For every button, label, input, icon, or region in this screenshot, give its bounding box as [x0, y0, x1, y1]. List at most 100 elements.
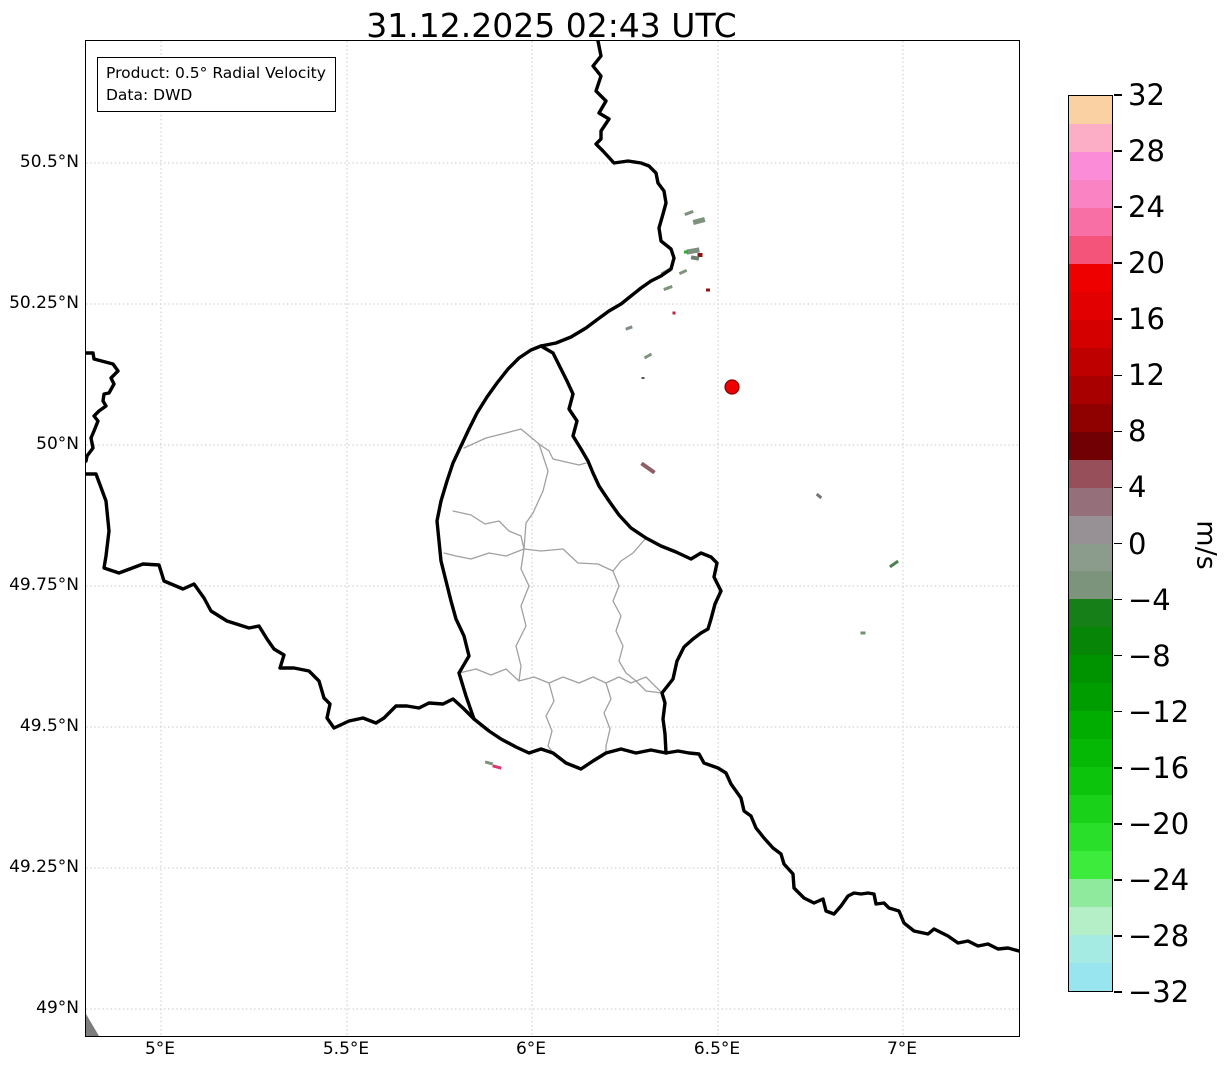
plot-title: 31.12.2025 02:43 UTC	[366, 6, 737, 45]
colorbar-tick-mark	[1114, 318, 1122, 321]
radar-echo	[697, 253, 703, 257]
colorbar-segment	[1069, 711, 1112, 740]
colorbar-segment	[1069, 599, 1112, 628]
colorbar-tick-mark	[1114, 94, 1122, 96]
x-tick-label: 6.5°E	[693, 1039, 741, 1059]
colorbar-segment	[1069, 851, 1112, 880]
colorbar-tick-mark	[1114, 374, 1122, 377]
colorbar-tick-label: −8	[1128, 638, 1171, 673]
colorbar-tick-mark	[1114, 654, 1122, 657]
y-tick-label: 50.5°N	[19, 152, 79, 172]
x-tick-label: 5.5°E	[322, 1039, 370, 1059]
y-tick-label: 49.75°N	[9, 575, 79, 595]
colorbar-segment	[1069, 879, 1112, 908]
colorbar-tick-label: −32	[1128, 975, 1190, 1009]
colorbar-segment	[1069, 431, 1112, 460]
colorbar-segment	[1069, 403, 1112, 432]
colorbar-segment	[1069, 319, 1112, 348]
colorbar-segment	[1069, 123, 1112, 152]
radar-echo	[690, 255, 700, 261]
radar-echo	[815, 492, 823, 500]
colorbar-segment	[1069, 487, 1112, 516]
country-border	[435, 344, 723, 771]
colorbar-tick-mark	[1114, 823, 1122, 825]
district-border	[545, 682, 555, 754]
colorbar-unit-label: m/s	[1190, 520, 1222, 570]
colorbar-tick-label: −16	[1128, 750, 1190, 785]
district-border	[523, 443, 549, 550]
y-tick-label: 49.25°N	[9, 857, 79, 877]
colorbar-tick-label: −12	[1128, 694, 1190, 729]
colorbar-ticks: 32 28 24 20 16 12 8 4 0 −4 −8 −12 −16 −20 −24 −28 −32	[1114, 78, 1224, 1009]
colorbar-tick-label: −24	[1128, 862, 1190, 897]
radar-echo	[663, 285, 673, 291]
district-border	[463, 428, 587, 466]
colorbar-tick-mark	[1114, 262, 1122, 264]
colorbar-segment	[1069, 515, 1112, 544]
colorbar	[1068, 95, 1113, 992]
colorbar-tick-label: 4	[1128, 470, 1147, 505]
colorbar-segment	[1069, 459, 1112, 488]
y-tick-label: 50°N	[36, 434, 79, 454]
x-tick-label: 6°E	[515, 1039, 547, 1059]
colorbar-segment	[1069, 543, 1112, 572]
colorbar-tick-mark	[1114, 766, 1122, 769]
colorbar-tick-label: 12	[1128, 358, 1165, 393]
colorbar-segment	[1069, 795, 1112, 824]
colorbar-segment	[1069, 263, 1112, 292]
y-tick-label: 50.25°N	[9, 293, 79, 313]
radar-echo	[492, 764, 502, 770]
radar-echo	[640, 461, 656, 475]
colorbar-tick-mark	[1114, 486, 1122, 489]
district-border	[458, 668, 663, 694]
product-annotation-box: Product: 0.5° Radial Velocity Data: DWD	[97, 57, 336, 112]
x-tick-label: 5°E	[144, 1039, 176, 1059]
colorbar-segment	[1069, 963, 1112, 991]
colorbar-tick-label: 28	[1128, 134, 1165, 169]
district-border	[603, 682, 612, 754]
colorbar-segment	[1069, 347, 1112, 376]
colorbar-tick-mark	[1114, 710, 1122, 713]
district-border	[452, 510, 525, 550]
colorbar-segment	[1069, 571, 1112, 600]
radar-echo	[684, 210, 694, 216]
radar-echo	[484, 760, 494, 766]
colorbar-tick-mark	[1114, 879, 1122, 881]
colorbar-segment	[1069, 627, 1112, 656]
x-axis-tick-labels: 5°E 5.5°E 6°E 6.5°E 7°E	[85, 1039, 1018, 1069]
country-border	[664, 749, 1019, 953]
district-border	[443, 548, 525, 560]
radar-echo	[889, 559, 899, 569]
radar-echo	[686, 247, 700, 255]
district-border	[612, 570, 663, 694]
y-axis-tick-labels: 50.5°N 50.25°N 50°N 49.75°N 49.5°N 49.25°N 49°…	[0, 40, 79, 1035]
colorbar-segment	[1069, 823, 1112, 852]
corner-border-patch	[86, 1014, 99, 1036]
colorbar-tick-label: 20	[1128, 246, 1165, 281]
radar-echo	[692, 217, 706, 225]
colorbar-segment	[1069, 767, 1112, 796]
colorbar-tick-mark	[1114, 991, 1122, 993]
colorbar-tick-mark	[1114, 935, 1122, 937]
colorbar-segment	[1069, 207, 1112, 236]
radar-echo	[641, 377, 645, 379]
colorbar-segment	[1069, 179, 1112, 208]
district-border	[612, 537, 647, 572]
map-canvas	[86, 41, 1019, 1036]
colorbar-tick-label: −20	[1128, 806, 1190, 841]
country-border	[86, 351, 120, 463]
radar-echo	[643, 352, 653, 360]
radar-echo	[672, 311, 676, 315]
radar-echo	[706, 288, 710, 292]
y-tick-label: 49°N	[36, 998, 79, 1018]
colorbar-segment	[1069, 291, 1112, 320]
colorbar-tick-mark	[1114, 598, 1122, 601]
district-border	[515, 548, 530, 682]
colorbar-segment	[1069, 151, 1112, 180]
radar-echo	[625, 325, 633, 331]
y-tick-label: 49.5°N	[19, 716, 79, 736]
colorbar-tick-mark	[1114, 206, 1122, 208]
radar-echo	[860, 631, 866, 635]
colorbar-segment	[1069, 375, 1112, 404]
